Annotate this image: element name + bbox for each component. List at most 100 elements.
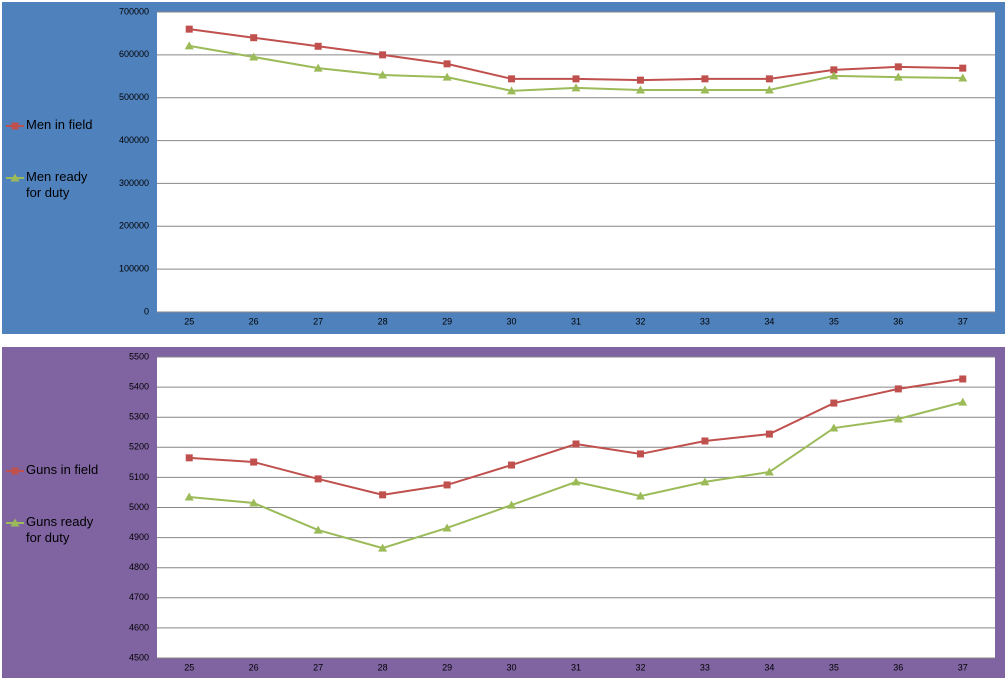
marker [959,64,967,72]
y-tick-label: 5100 [129,472,149,482]
y-tick-label: 5200 [129,442,149,452]
marker [185,25,193,33]
marker [313,525,323,534]
marker [184,41,194,50]
marker [765,75,773,83]
x-tick-label: 28 [378,662,388,672]
marker [378,543,388,552]
y-tick-label: 0 [144,306,149,316]
y-tick-label: 500000 [119,92,149,102]
marker [442,72,452,81]
marker [314,475,322,483]
x-tick-label: 33 [700,662,710,672]
marker [700,477,710,486]
y-tick-label: 100000 [119,264,149,274]
marker [184,492,194,501]
x-tick-label: 34 [764,316,774,326]
marker [443,60,451,68]
marker [571,83,581,92]
marker [314,42,322,50]
marker [765,430,773,438]
y-tick-label: 400000 [119,135,149,145]
legend-label: Guns ready for duty [26,514,94,545]
marker [701,75,709,83]
x-tick-label: 37 [958,662,968,672]
marker [959,375,967,383]
x-tick-label: 29 [442,662,452,672]
x-tick-label: 30 [507,662,517,672]
marker [442,523,452,532]
legend-marker [10,173,20,182]
y-tick-label: 300000 [119,178,149,188]
marker [249,498,259,507]
marker [830,399,838,407]
marker [958,397,968,406]
marker [508,461,516,469]
x-tick-label: 31 [571,662,581,672]
y-tick-label: 600000 [119,49,149,59]
marker [829,423,839,432]
legend-label: Men ready for duty [26,169,88,200]
x-tick-label: 35 [829,662,839,672]
x-tick-label: 32 [635,316,645,326]
y-tick-label: 5500 [129,351,149,361]
plot-area [157,12,995,312]
y-tick-label: 4500 [129,652,149,662]
marker [185,454,193,462]
marker [443,481,451,489]
legend-label: Men in field [26,117,93,132]
x-tick-label: 36 [893,662,903,672]
x-tick-label: 34 [764,662,774,672]
marker [635,491,645,500]
y-tick-label: 5400 [129,381,149,391]
x-tick-label: 27 [313,662,323,672]
marker [507,86,517,95]
marker [571,477,581,486]
y-tick-label: 5000 [129,502,149,512]
x-tick-label: 30 [507,316,517,326]
x-tick-label: 28 [378,316,388,326]
y-tick-label: 4900 [129,532,149,542]
legend-label: Guns in field [26,462,99,477]
marker [507,500,517,509]
marker [701,437,709,445]
marker [635,85,645,94]
marker [700,85,710,94]
y-tick-label: 700000 [119,6,149,16]
x-tick-label: 25 [184,662,194,672]
x-tick-label: 31 [571,316,581,326]
x-tick-label: 35 [829,316,839,326]
y-tick-label: 4600 [129,622,149,632]
marker [379,491,387,499]
legend-marker [11,467,19,475]
marker [249,52,259,61]
marker [572,75,580,83]
marker [636,450,644,458]
x-tick-label: 25 [184,316,194,326]
marker [893,72,903,81]
legend-marker [10,518,20,527]
marker [958,73,968,82]
y-tick-label: 5300 [129,412,149,422]
marker [379,51,387,59]
marker [893,414,903,423]
marker [250,458,258,466]
marker [829,71,839,80]
marker [572,440,580,448]
marker [764,467,774,476]
x-tick-label: 29 [442,316,452,326]
y-tick-label: 4700 [129,592,149,602]
marker [636,76,644,84]
x-tick-label: 27 [313,316,323,326]
y-tick-label: 4800 [129,562,149,572]
x-tick-label: 26 [249,316,259,326]
x-tick-label: 33 [700,316,710,326]
marker [250,34,258,42]
marker [378,70,388,79]
legend-marker [11,122,19,130]
marker [508,75,516,83]
x-tick-label: 32 [635,662,645,672]
x-tick-label: 37 [958,316,968,326]
